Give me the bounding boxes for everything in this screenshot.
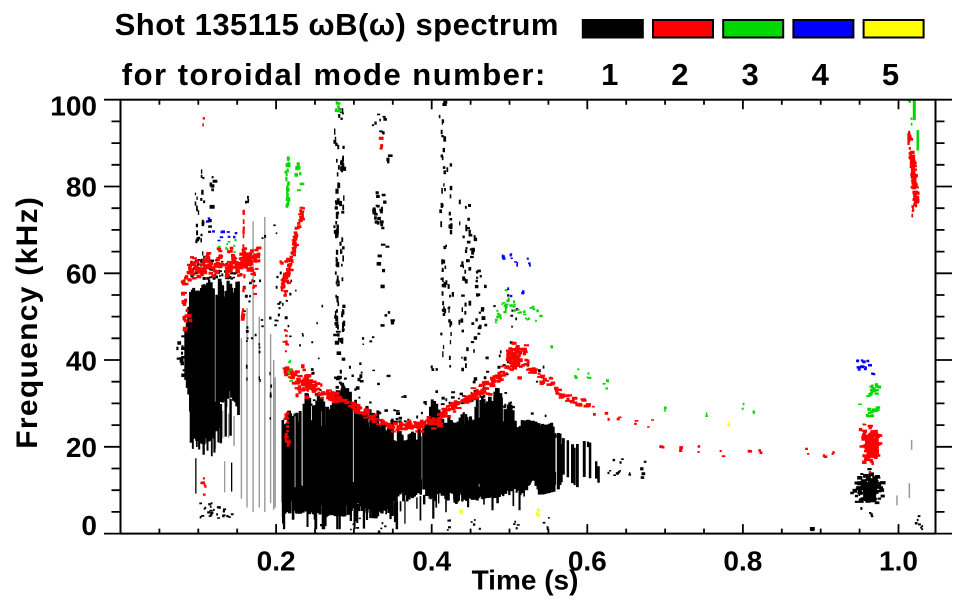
svg-text:3: 3: [741, 57, 758, 92]
svg-text:1: 1: [601, 57, 618, 92]
svg-text:60: 60: [66, 259, 97, 290]
svg-text:1.0: 1.0: [879, 545, 918, 576]
svg-text:4: 4: [812, 57, 830, 92]
svg-text:for toroidal mode number:: for toroidal mode number:: [122, 57, 547, 92]
svg-text:0: 0: [81, 510, 97, 541]
svg-text:Shot 135115 ωB(ω) spectrum: Shot 135115 ωB(ω) spectrum: [115, 7, 559, 42]
svg-text:Time (s): Time (s): [472, 565, 579, 596]
svg-text:2: 2: [671, 57, 688, 92]
svg-text:5: 5: [882, 57, 899, 92]
svg-text:100: 100: [50, 91, 97, 122]
svg-text:0.8: 0.8: [723, 545, 762, 576]
svg-text:20: 20: [66, 432, 97, 463]
svg-text:0.2: 0.2: [257, 545, 296, 576]
svg-text:Frequency (kHz): Frequency (kHz): [11, 196, 44, 449]
svg-text:0.6: 0.6: [568, 545, 607, 576]
svg-text:80: 80: [66, 172, 97, 203]
svg-text:40: 40: [66, 345, 97, 376]
svg-text:0.4: 0.4: [412, 545, 451, 576]
